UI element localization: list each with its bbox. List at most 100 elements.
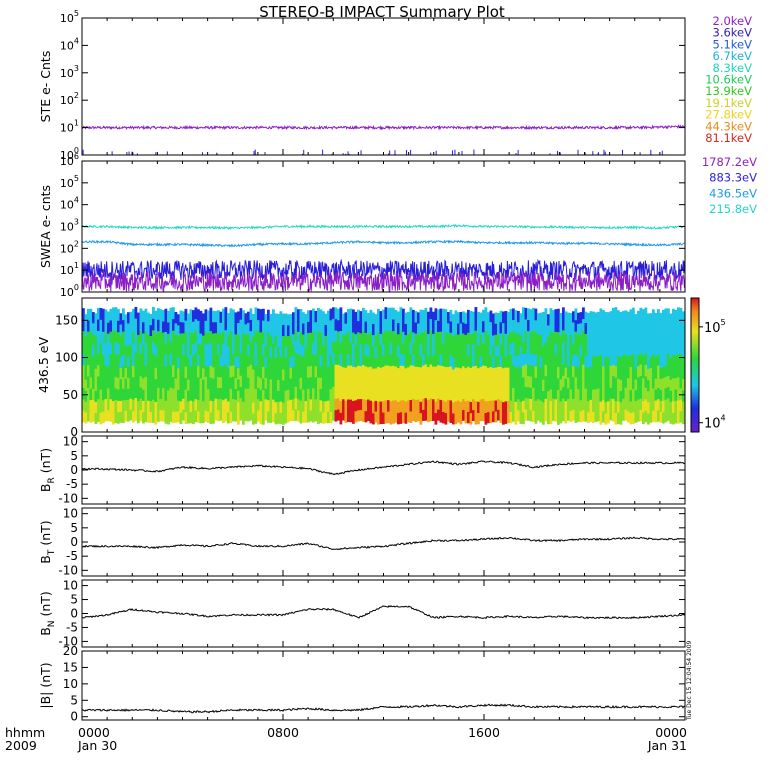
- x-date-label: Jan 30: [77, 738, 117, 753]
- heatmap-cell: [669, 335, 673, 347]
- heatmap-cell: [539, 356, 543, 368]
- heatmap-cell: [569, 399, 573, 412]
- heatmap-cell: [517, 410, 520, 422]
- heatmap-cell: [639, 375, 643, 388]
- heatmap-cell: [257, 308, 260, 321]
- y-tick-label: 20: [63, 644, 78, 658]
- heatmap-cell: [514, 344, 518, 357]
- heatmap-cell: [309, 365, 313, 378]
- heatmap-cell: [559, 379, 563, 391]
- heatmap-cell: [442, 308, 445, 321]
- heatmap-cell: [302, 378, 305, 390]
- heatmap-cell: [304, 378, 308, 391]
- heatmap-cell: [272, 331, 275, 344]
- heatmap-cell: [287, 335, 290, 347]
- heatmap-cell: [204, 365, 208, 377]
- heatmap-cell: [594, 323, 598, 335]
- heatmap-cell: [264, 335, 268, 347]
- heatmap-cell: [597, 333, 600, 345]
- heatmap-cell: [617, 310, 620, 322]
- heatmap-cell: [172, 388, 175, 401]
- heatmap-cell: [592, 333, 595, 346]
- heatmap-cell: [457, 367, 460, 379]
- heatmap-cell: [397, 356, 400, 369]
- heatmap-cell: [507, 378, 510, 390]
- heatmap-cell: [192, 412, 195, 425]
- heatmap-cell: [237, 379, 240, 391]
- heatmap-cell: [359, 333, 363, 345]
- heatmap-cell: [524, 409, 528, 421]
- heatmap-cell: [594, 367, 598, 379]
- heatmap-cell: [204, 399, 208, 411]
- heatmap-cell: [164, 366, 168, 378]
- heatmap-cell: [242, 310, 245, 323]
- heatmap-cell: [227, 412, 230, 424]
- heatmap-cell: [127, 410, 130, 422]
- heatmap-cell: [519, 357, 523, 369]
- heatmap-cell: [334, 352, 338, 365]
- heatmap-cell: [247, 333, 250, 345]
- heatmap-cell: [99, 342, 103, 355]
- heatmap-cell: [617, 389, 620, 402]
- heatmap-cell: [594, 410, 598, 422]
- heatmap-cell: [679, 353, 683, 366]
- heatmap-cell: [314, 332, 318, 345]
- heatmap-cell: [627, 366, 630, 379]
- heatmap-cell: [307, 310, 310, 322]
- heatmap-cell: [177, 346, 180, 358]
- heatmap-cell: [492, 400, 495, 412]
- heatmap-cell: [657, 309, 660, 321]
- heatmap-cell: [102, 354, 105, 367]
- heatmap-cell: [582, 387, 585, 399]
- heatmap-cell: [432, 398, 435, 411]
- heatmap-cell: [667, 364, 670, 376]
- heatmap-cell: [642, 400, 645, 413]
- heatmap-cell: [324, 390, 328, 402]
- heatmap-cell: [437, 353, 440, 366]
- heatmap-cell: [527, 409, 530, 421]
- heatmap-cell: [179, 344, 183, 357]
- heatmap-cell: [217, 387, 220, 400]
- heatmap-cell: [427, 355, 430, 368]
- heatmap-cell: [424, 386, 428, 399]
- heatmap-cell: [599, 401, 603, 414]
- heatmap-cell: [264, 388, 268, 400]
- heatmap-cell: [317, 377, 320, 390]
- heatmap-cell: [224, 307, 228, 319]
- heatmap-cell: [487, 334, 490, 346]
- heatmap-cell: [194, 330, 198, 343]
- heatmap-cell: [604, 323, 608, 335]
- heatmap-cell: [212, 378, 215, 390]
- heatmap-cell: [552, 365, 555, 377]
- heatmap-cell: [109, 353, 113, 366]
- heatmap-cell: [459, 368, 463, 380]
- heatmap-cell: [512, 387, 515, 400]
- heatmap-cell: [622, 343, 625, 356]
- heatmap-cell: [512, 410, 515, 422]
- heatmap-cell: [297, 410, 300, 422]
- heatmap-cell: [237, 311, 240, 324]
- heatmap-cell: [537, 377, 540, 389]
- heatmap-cell: [442, 354, 445, 367]
- heatmap-cell: [419, 378, 423, 391]
- heatmap-cell: [554, 354, 558, 366]
- heatmap-cell: [554, 331, 558, 344]
- heatmap-cell: [659, 356, 663, 368]
- heatmap-cell: [87, 342, 90, 355]
- heatmap-cell: [239, 364, 243, 376]
- heatmap-cell: [364, 332, 368, 345]
- heatmap-cell: [414, 410, 418, 423]
- heatmap-cell: [324, 324, 328, 336]
- heatmap-cell: [174, 345, 178, 357]
- heatmap-cell: [124, 410, 128, 422]
- ste-legend-entry: 10.6keV: [705, 73, 752, 87]
- heatmap-cell: [197, 354, 200, 367]
- heatmap-cell: [504, 333, 508, 346]
- heatmap-cell: [157, 342, 160, 354]
- heatmap-cell: [152, 387, 155, 400]
- heatmap-cell: [357, 398, 360, 411]
- heatmap-cell: [284, 390, 288, 402]
- ste-legend-entry: 2.0keV: [713, 14, 753, 28]
- heatmap-cell: [219, 311, 223, 323]
- heatmap-cell: [544, 308, 548, 320]
